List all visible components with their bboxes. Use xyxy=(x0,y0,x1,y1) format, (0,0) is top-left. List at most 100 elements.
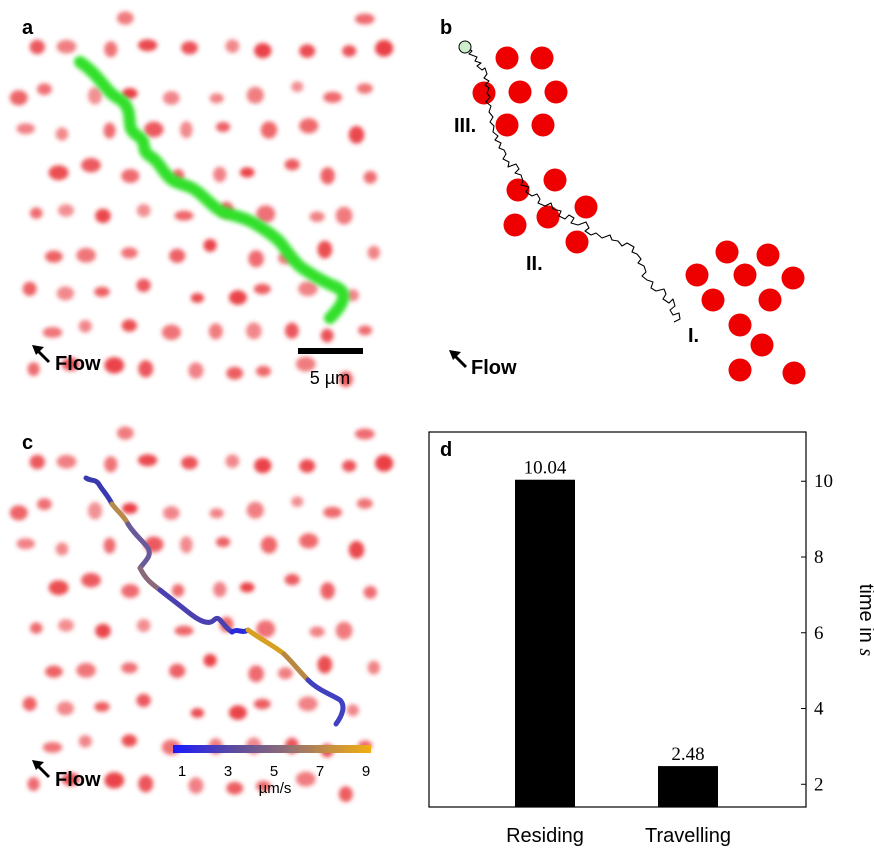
cell-dot xyxy=(9,90,28,106)
cell-dot xyxy=(116,426,134,440)
cell-dot xyxy=(81,573,101,588)
cell-dots-a xyxy=(9,11,394,388)
trajectory-start-marker xyxy=(458,40,472,54)
green-cell-track xyxy=(74,56,350,324)
cell-dot xyxy=(27,777,40,792)
chart-frame xyxy=(428,431,807,808)
obstacle-dot xyxy=(756,243,780,267)
cell-dot xyxy=(94,701,110,712)
cell-dot xyxy=(348,125,365,144)
cell-dot xyxy=(298,281,318,297)
cell-dot xyxy=(174,210,194,221)
cell-dot xyxy=(188,362,204,379)
cell-dot xyxy=(295,771,316,787)
cell-dot xyxy=(295,356,316,372)
cell-dot xyxy=(22,281,37,296)
cell-dot xyxy=(121,584,140,598)
cell-dot xyxy=(55,127,69,141)
cell-dot xyxy=(253,283,271,295)
cell-dot xyxy=(203,238,217,252)
cell-dot xyxy=(320,328,334,343)
cell-dot xyxy=(284,573,300,586)
cell-dot xyxy=(61,357,80,371)
cell-dot xyxy=(116,11,134,25)
obstacle-dot xyxy=(728,358,752,382)
chart-bars: 10.04 2.48 xyxy=(515,458,718,807)
obstacle-dot xyxy=(782,361,806,385)
cell-dot xyxy=(320,167,335,185)
bar-residing xyxy=(515,479,575,807)
cell-dot xyxy=(260,536,278,554)
cell-dot xyxy=(181,41,198,55)
cell-dot xyxy=(104,772,125,789)
cell-dot xyxy=(95,208,111,224)
cell-dot xyxy=(299,533,319,549)
obstacle-dot xyxy=(530,46,554,70)
flow-arrow-icon xyxy=(32,760,51,779)
bar-value-label: 10.04 xyxy=(524,458,567,479)
region-label-I: I. xyxy=(688,325,699,347)
cell-dot xyxy=(103,122,116,139)
cell-dot xyxy=(248,250,264,268)
velocity-colorbar xyxy=(173,745,371,753)
cell-dot xyxy=(335,206,353,225)
cell-dot xyxy=(161,324,181,340)
cell-dot xyxy=(213,166,227,183)
cell-dot xyxy=(144,121,164,138)
cell-dot xyxy=(121,169,140,183)
cell-dot xyxy=(121,734,137,747)
cell-dot xyxy=(174,625,194,636)
cell-dot xyxy=(9,505,28,521)
chart-x-axis: Residing Travelling xyxy=(506,802,731,847)
y-tick-label: 6 xyxy=(814,623,824,644)
obstacle-dot xyxy=(543,168,567,192)
flow-label-a: Flow xyxy=(55,353,101,375)
panel-letter-a: a xyxy=(22,17,34,39)
obstacle-dot xyxy=(531,113,555,137)
cell-dot xyxy=(375,39,394,57)
cell-dot xyxy=(239,167,255,178)
cell-dot xyxy=(291,496,304,508)
panel-letter-d: d xyxy=(440,439,452,461)
obstacle-dot xyxy=(472,81,496,105)
cell-dot xyxy=(103,537,116,554)
cell-dot xyxy=(317,240,333,259)
panel-letter-c: c xyxy=(22,432,33,454)
cell-dot xyxy=(354,13,375,25)
cell-dot xyxy=(169,248,186,263)
cell-dot xyxy=(213,581,227,598)
cell-dot xyxy=(27,362,40,377)
cell-dot xyxy=(137,454,158,467)
cell-dot xyxy=(256,365,271,377)
cell-dot xyxy=(55,542,69,556)
cell-dot xyxy=(42,327,63,338)
cell-dot xyxy=(254,458,272,474)
cell-dot xyxy=(78,320,92,333)
bar-value-label: 2.48 xyxy=(671,744,704,765)
cell-dot xyxy=(61,772,80,786)
flow-arrow-icon xyxy=(449,350,468,369)
cell-dot xyxy=(226,781,244,795)
cell-dot xyxy=(228,705,247,720)
cell-dot xyxy=(226,366,244,380)
cell-dot xyxy=(22,696,37,712)
cell-dot xyxy=(253,698,271,710)
cell-dot xyxy=(367,660,380,675)
cell-dot xyxy=(180,536,193,554)
cell-dot xyxy=(95,623,111,639)
cell-dot xyxy=(138,775,154,793)
cell-dot xyxy=(136,693,151,708)
panel-d-bar-chart: d 10.04 2.48 2 4 6 8 10 Residing Travelling ti… xyxy=(428,431,874,847)
cell-dot xyxy=(104,357,125,374)
cell-dot xyxy=(320,582,335,600)
cell-dot xyxy=(323,506,342,518)
obstacle-dot xyxy=(508,80,532,104)
cell-dot xyxy=(228,290,247,305)
cell-dot xyxy=(285,322,299,339)
x-tick-label: Travelling xyxy=(645,825,731,847)
obstacle-dot xyxy=(750,333,774,357)
y-tick-label: 8 xyxy=(814,547,824,568)
panel-c-background xyxy=(12,427,390,805)
obstacle-dot xyxy=(544,80,568,104)
